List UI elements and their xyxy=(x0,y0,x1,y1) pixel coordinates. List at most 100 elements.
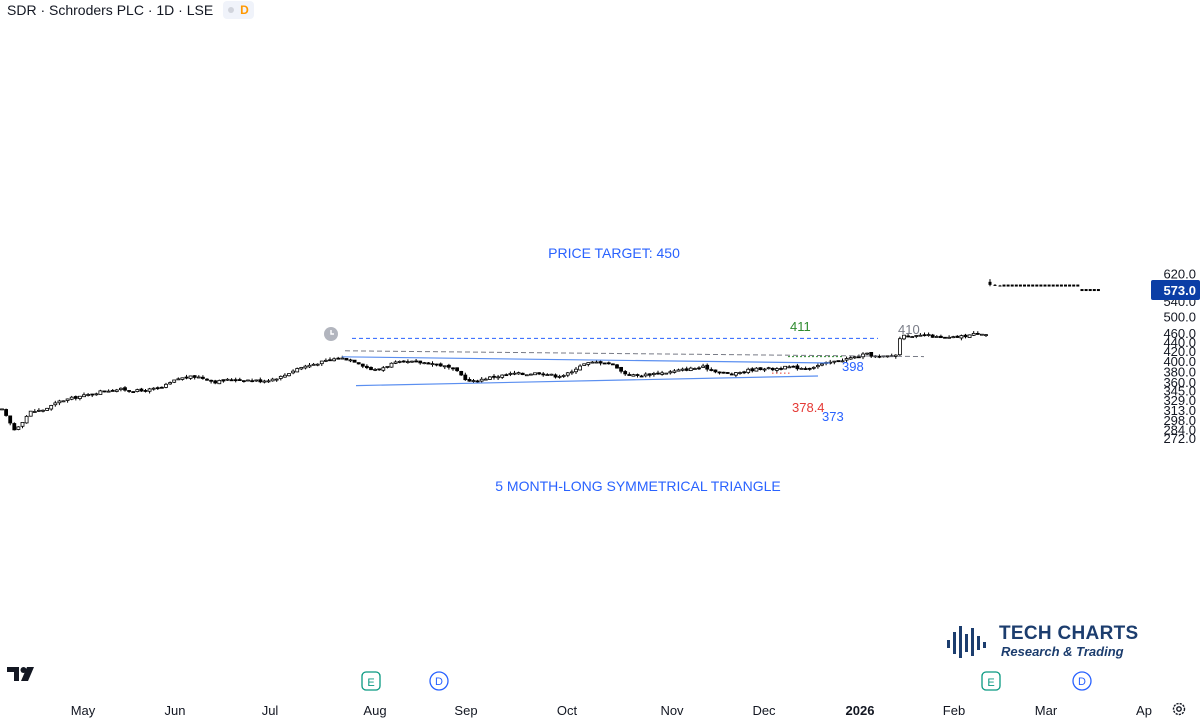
candle[interactable] xyxy=(623,371,628,375)
candle[interactable] xyxy=(61,400,66,403)
candle[interactable] xyxy=(508,373,513,375)
candle[interactable] xyxy=(861,353,865,358)
candle[interactable] xyxy=(725,372,730,374)
candle[interactable] xyxy=(45,407,49,411)
candle[interactable] xyxy=(37,409,41,412)
candle[interactable] xyxy=(590,361,595,364)
candle[interactable] xyxy=(586,362,591,365)
candle[interactable] xyxy=(147,388,152,392)
candle[interactable] xyxy=(483,378,488,381)
earnings-marker[interactable] xyxy=(981,671,1001,691)
candle[interactable] xyxy=(455,367,460,372)
candle[interactable] xyxy=(57,400,62,404)
candle[interactable] xyxy=(24,415,29,424)
candle[interactable] xyxy=(959,335,964,339)
candle[interactable] xyxy=(516,372,521,375)
candle[interactable] xyxy=(898,338,902,356)
candle[interactable] xyxy=(738,372,742,374)
candle[interactable] xyxy=(980,333,984,336)
candle[interactable] xyxy=(775,368,779,371)
candle[interactable] xyxy=(373,368,378,371)
candle[interactable] xyxy=(869,351,874,357)
candle[interactable] xyxy=(278,375,283,379)
candle[interactable] xyxy=(41,409,45,412)
candle[interactable] xyxy=(209,379,214,382)
triangle-upper-trendline[interactable] xyxy=(341,356,831,364)
candle[interactable] xyxy=(123,387,127,391)
candle[interactable] xyxy=(274,378,279,381)
candle[interactable] xyxy=(12,423,17,431)
candle[interactable] xyxy=(619,366,623,372)
candle[interactable] xyxy=(971,332,976,336)
candle[interactable] xyxy=(364,365,369,369)
candle[interactable] xyxy=(947,336,951,339)
candle[interactable] xyxy=(545,374,550,377)
candle[interactable] xyxy=(475,380,480,383)
candle[interactable] xyxy=(254,379,259,382)
candle[interactable] xyxy=(8,415,13,424)
candle[interactable] xyxy=(635,374,640,376)
candle[interactable] xyxy=(176,378,181,381)
candle[interactable] xyxy=(713,369,718,373)
candle[interactable] xyxy=(143,390,148,392)
candle[interactable] xyxy=(541,373,546,376)
candle[interactable] xyxy=(106,390,111,393)
candle[interactable] xyxy=(967,334,972,338)
candle[interactable] xyxy=(799,367,804,370)
candle[interactable] xyxy=(734,372,738,376)
candle[interactable] xyxy=(192,375,197,378)
candle[interactable] xyxy=(930,334,935,338)
candle[interactable] xyxy=(258,379,263,383)
candle[interactable] xyxy=(598,361,603,364)
candle[interactable] xyxy=(471,380,476,382)
earnings-marker[interactable] xyxy=(361,671,381,691)
candle[interactable] xyxy=(28,410,33,417)
candle[interactable] xyxy=(611,363,615,366)
candle[interactable] xyxy=(451,367,455,370)
candle[interactable] xyxy=(287,373,291,377)
candle[interactable] xyxy=(180,377,185,380)
candle[interactable] xyxy=(664,372,669,375)
candle[interactable] xyxy=(442,365,447,368)
candle[interactable] xyxy=(529,373,533,376)
candle[interactable] xyxy=(615,364,619,369)
candle[interactable] xyxy=(188,375,193,379)
candle[interactable] xyxy=(487,376,492,380)
candle[interactable] xyxy=(807,367,812,370)
candle[interactable] xyxy=(709,369,714,371)
candle[interactable] xyxy=(270,378,275,382)
candle[interactable] xyxy=(910,336,915,338)
dividend-marker[interactable] xyxy=(429,671,449,691)
candle[interactable] xyxy=(332,358,337,362)
candle[interactable] xyxy=(53,402,58,406)
candle[interactable] xyxy=(94,393,99,396)
candle[interactable] xyxy=(918,334,923,337)
candle[interactable] xyxy=(549,373,554,376)
candle[interactable] xyxy=(537,372,541,375)
candle[interactable] xyxy=(877,355,882,358)
candle[interactable] xyxy=(184,376,189,379)
candle[interactable] xyxy=(742,371,746,374)
candle[interactable] xyxy=(422,362,427,365)
candle[interactable] xyxy=(524,374,529,377)
candle[interactable] xyxy=(820,363,824,366)
candle[interactable] xyxy=(102,390,107,393)
candle[interactable] xyxy=(418,360,423,364)
candle[interactable] xyxy=(565,372,570,376)
candle[interactable] xyxy=(984,334,988,336)
candle[interactable] xyxy=(221,379,226,382)
candle[interactable] xyxy=(356,362,361,365)
candle[interactable] xyxy=(110,390,115,392)
candle[interactable] xyxy=(463,374,468,381)
candle[interactable] xyxy=(717,371,722,374)
candle[interactable] xyxy=(533,372,537,376)
candle[interactable] xyxy=(344,358,349,361)
candle[interactable] xyxy=(131,391,136,393)
candle[interactable] xyxy=(217,380,222,385)
candle[interactable] xyxy=(369,366,373,371)
candle[interactable] xyxy=(578,365,582,371)
candle[interactable] xyxy=(496,376,501,379)
candle[interactable] xyxy=(299,367,304,370)
candle[interactable] xyxy=(479,378,484,382)
